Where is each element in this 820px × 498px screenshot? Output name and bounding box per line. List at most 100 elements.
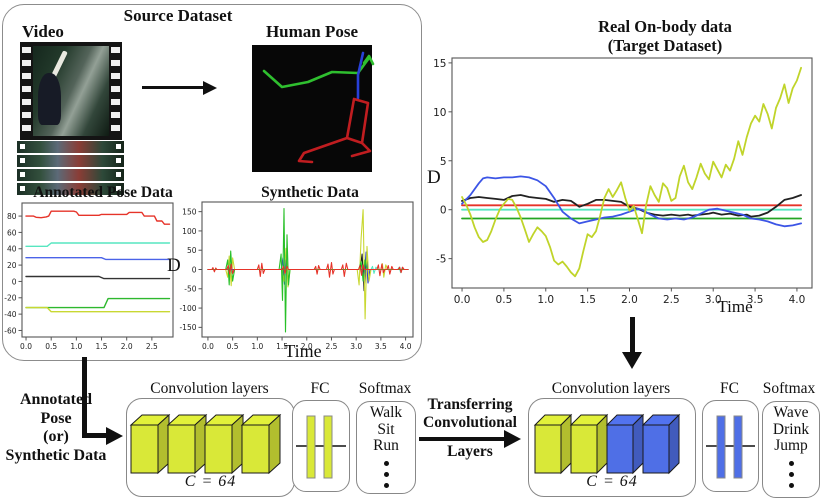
input-arrow-vertical-line	[82, 357, 87, 437]
transfer-arrow-head	[504, 430, 521, 448]
synthetic-data-chart-title: Synthetic Data	[261, 184, 359, 201]
svg-text:-5: -5	[436, 254, 446, 266]
source-fc-box	[292, 400, 350, 492]
annotated-pose-chart: 80 60 40 20 0 -20 -40 -60 0.0 0.5 1.0 1.5 2.0 2.5	[4, 202, 174, 351]
video-frame-image	[33, 46, 109, 136]
target-to-network-arrow-head	[622, 352, 642, 369]
input-arrow-head	[106, 426, 123, 445]
ellipsis-dot	[788, 460, 794, 466]
source-class-walk: Walk	[369, 404, 403, 421]
svg-text:60: 60	[7, 228, 17, 237]
target-fc-label: FC	[720, 380, 739, 397]
input-label-line4: Synthetic Data	[5, 446, 107, 464]
video-to-pose-arrow-line	[142, 86, 204, 89]
target-fc-layers	[706, 415, 755, 479]
svg-text:-50: -50	[184, 285, 196, 294]
svg-text:2.0: 2.0	[301, 342, 313, 351]
svg-text:-40: -40	[4, 310, 16, 319]
transfer-label-top: Transferring Convolutional	[414, 396, 526, 432]
svg-text:3.5: 3.5	[375, 342, 387, 351]
source-conv-box: C = 64	[126, 398, 295, 497]
svg-text:1.0: 1.0	[70, 342, 82, 351]
target-data-chart: 15 10 5 0 -5 0.0 0.5 1.0 1.5 2.0 2.5 3.0 3.5 4.0	[433, 57, 813, 306]
svg-text:2.5: 2.5	[325, 342, 337, 351]
target-conv-box: C = 64	[528, 398, 696, 497]
target-chart-ylabel: D	[427, 167, 441, 188]
svg-text:-150: -150	[179, 323, 196, 332]
svg-text:100: 100	[182, 227, 197, 236]
source-channels-label: C = 64	[184, 473, 237, 490]
svg-text:1.5: 1.5	[276, 342, 288, 351]
svg-text:0: 0	[440, 205, 447, 217]
svg-text:-60: -60	[4, 326, 16, 335]
annotated-pose-chart-title: Annotated Pose Data	[33, 184, 173, 201]
source-fc-layers	[296, 415, 346, 479]
film-sprockets-left	[22, 44, 31, 138]
synthetic-chart-xlabel: Time	[284, 341, 322, 361]
svg-text:10: 10	[433, 107, 446, 119]
target-softmax-label: Softmax	[762, 380, 816, 397]
transfer-label-line2: Convolutional	[423, 414, 517, 431]
video-frame-strip	[17, 141, 124, 153]
svg-text:4.0: 4.0	[400, 342, 412, 351]
svg-text:0: 0	[12, 277, 17, 286]
video-frame-strip	[17, 169, 124, 181]
svg-text:3.0: 3.0	[350, 342, 362, 351]
human-pose-label: Human Pose	[265, 22, 359, 41]
svg-text:0.5: 0.5	[45, 342, 57, 351]
svg-text:0.5: 0.5	[496, 294, 513, 306]
svg-text:2.5: 2.5	[146, 342, 158, 351]
target-title-line2: (Target Dataset)	[607, 36, 723, 55]
source-dataset-title: Source Dataset	[123, 6, 233, 25]
target-title-line1: Real On-body data	[598, 17, 732, 36]
target-class-drink: Drink	[772, 420, 810, 438]
svg-text:-20: -20	[4, 294, 16, 303]
transfer-arrow-line	[419, 437, 505, 441]
source-fc-label: FC	[310, 380, 330, 397]
target-conv-label: Convolution layers	[551, 380, 671, 397]
player-silhouette	[38, 73, 61, 125]
svg-text:40: 40	[7, 245, 17, 254]
input-arrow-horizontal-line	[82, 433, 108, 438]
svg-text:2.5: 2.5	[663, 294, 680, 306]
svg-text:50: 50	[187, 246, 197, 255]
transfer-label-line1: Transferring	[427, 396, 513, 413]
target-conv-cubes	[533, 413, 681, 475]
target-chart-title: Real On-body data (Target Dataset)	[530, 17, 800, 55]
target-chart-xlabel: Time	[717, 297, 753, 316]
video-label: Video	[22, 22, 64, 41]
input-label-line1: Annotated	[19, 391, 92, 408]
synthetic-chart-ylabel: D	[167, 255, 181, 276]
video-frame-strip	[17, 155, 124, 167]
video-filmstrip	[20, 42, 122, 140]
source-softmax-label: Softmax	[358, 380, 412, 397]
svg-text:5: 5	[440, 156, 447, 168]
svg-text:15: 15	[433, 58, 446, 70]
ellipsis-dot	[383, 471, 389, 477]
target-class-jump: Jump	[774, 437, 808, 454]
svg-text:150: 150	[182, 207, 197, 216]
ellipsis-dot	[383, 482, 389, 488]
ellipsis-dot	[383, 460, 389, 466]
target-fc-box	[702, 400, 759, 492]
input-data-label: Annotated Pose (or) Synthetic Data	[0, 391, 112, 465]
target-to-network-arrow-line	[630, 317, 635, 353]
video-to-pose-arrow-head	[203, 80, 217, 95]
svg-text:80: 80	[7, 212, 17, 221]
source-conv-label: Convolution layers	[150, 380, 269, 397]
target-class-wave: Wave	[773, 404, 809, 421]
transfer-label-bottom: Layers	[447, 443, 493, 460]
svg-text:0.0: 0.0	[202, 342, 214, 351]
source-softmax-box: Walk Sit Run	[356, 401, 416, 494]
input-label-line2: Pose	[40, 409, 72, 427]
svg-text:2.0: 2.0	[621, 294, 638, 306]
svg-text:0.0: 0.0	[20, 342, 32, 351]
video-frame-strip	[17, 183, 124, 195]
svg-text:1.5: 1.5	[96, 342, 108, 351]
source-class-run: Run	[373, 437, 399, 454]
svg-text:1.5: 1.5	[579, 294, 596, 306]
svg-text:2.0: 2.0	[121, 342, 133, 351]
svg-text:0: 0	[192, 265, 197, 274]
target-channels-label: C = 64	[586, 473, 638, 490]
